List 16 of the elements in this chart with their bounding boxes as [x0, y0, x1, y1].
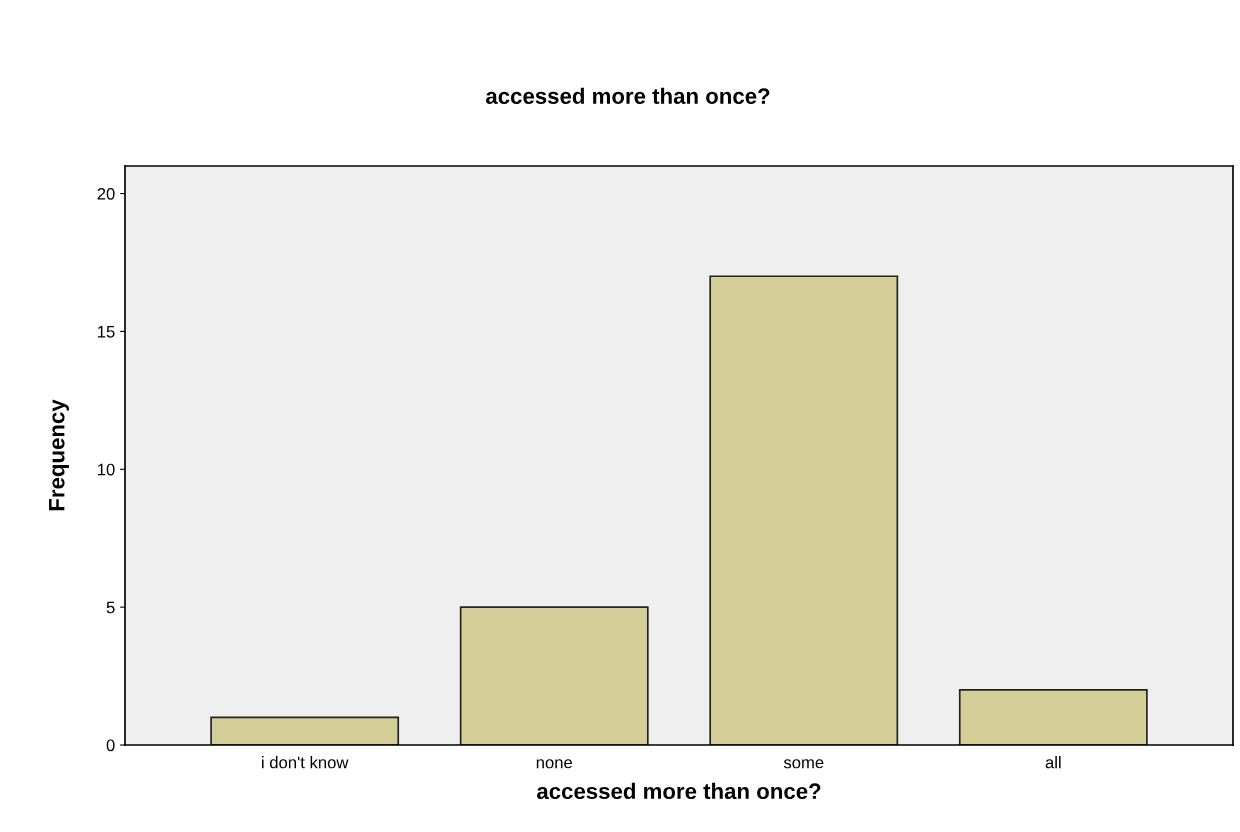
y-axis-title: Frequency [49, 399, 69, 511]
x-axis-title: accessed more than once? [537, 782, 821, 800]
y-tick-label: 5 [106, 601, 115, 614]
x-tick-label: none [536, 759, 573, 769]
y-tick-label: 0 [106, 739, 115, 752]
bar [709, 275, 899, 745]
bar [459, 606, 649, 745]
x-tick-label: all [1045, 756, 1061, 769]
y-tick-label: 10 [98, 463, 115, 476]
y-tick-label: 20 [97, 187, 115, 200]
bar [210, 716, 400, 745]
x-tick-label: some [783, 759, 824, 769]
chart-title: accessed more than once? [486, 87, 770, 104]
x-tick-label: i don't know [262, 756, 349, 769]
bar [958, 689, 1148, 745]
y-tick-label: 15 [98, 326, 115, 338]
